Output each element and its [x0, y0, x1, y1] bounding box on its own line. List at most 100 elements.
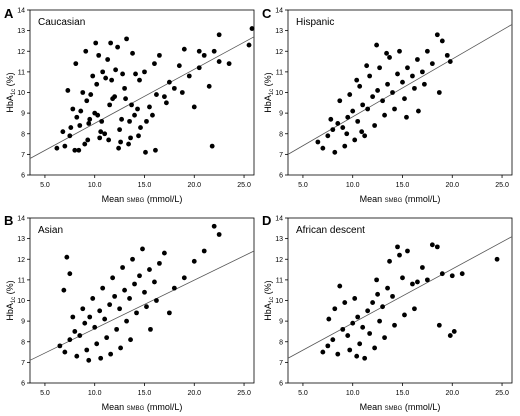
- y-axis-title: HbA1c (%): [263, 280, 275, 320]
- data-point: [154, 92, 159, 97]
- data-point: [434, 32, 440, 38]
- data-point: [365, 308, 371, 314]
- data-point: [402, 312, 407, 318]
- data-point: [416, 108, 421, 114]
- data-point: [115, 44, 121, 50]
- x-tick-label: 5.0: [40, 390, 50, 397]
- data-point: [144, 304, 149, 310]
- regression-line: [29, 250, 255, 361]
- data-point: [326, 316, 332, 322]
- panel-letter: B: [4, 213, 13, 228]
- data-point: [117, 127, 122, 133]
- y-tick-label: 13: [275, 28, 283, 35]
- data-point: [70, 314, 76, 320]
- x-tick-label: 5.0: [40, 182, 50, 189]
- y-tick-label: 7: [21, 360, 25, 367]
- x-axis-title: Mean SMBG (mmol/L): [360, 402, 441, 412]
- data-point: [171, 285, 177, 291]
- y-tick-label: 6: [279, 381, 283, 388]
- data-point: [143, 149, 148, 155]
- data-point: [362, 355, 368, 361]
- data-point: [130, 256, 135, 262]
- data-point: [211, 223, 217, 229]
- data-point: [439, 38, 445, 44]
- data-point: [150, 112, 155, 118]
- data-point: [355, 118, 361, 124]
- x-tick-label: 20.0: [445, 182, 459, 189]
- data-point: [83, 48, 89, 54]
- plot-frame: [287, 217, 513, 384]
- data-point: [347, 347, 353, 353]
- data-point: [138, 125, 143, 130]
- data-point: [87, 116, 93, 122]
- x-axis-title: Mean SMBG (mmol/L): [102, 194, 183, 204]
- data-point: [60, 129, 66, 135]
- data-point: [97, 135, 103, 141]
- data-point: [328, 116, 334, 122]
- data-point: [82, 320, 88, 326]
- data-point: [382, 335, 387, 341]
- chart-panel-a: A Caucasian 5.0 10.0 15.0 20.0 25.0 6 7 8 9 10 11 12 1…: [4, 6, 255, 204]
- y-axis-title: HbA1c (%): [5, 72, 17, 112]
- data-point: [320, 349, 326, 355]
- data-point: [330, 127, 336, 133]
- data-point: [429, 61, 435, 67]
- data-point: [133, 71, 138, 77]
- x-tick-label: 25.0: [495, 182, 509, 189]
- data-point: [68, 125, 74, 130]
- data-point: [325, 133, 331, 139]
- data-point: [360, 102, 366, 108]
- group-title: Hispanic: [296, 17, 334, 28]
- y-tick-label: 6: [21, 381, 25, 388]
- data-point: [337, 98, 343, 104]
- data-point: [374, 42, 380, 48]
- y-tick-label: 11: [18, 69, 25, 76]
- y-tick-label: 14: [275, 8, 283, 15]
- data-point: [449, 273, 455, 279]
- data-point: [347, 92, 353, 97]
- data-point: [362, 133, 368, 139]
- data-point: [84, 347, 90, 353]
- y-tick-label: 11: [18, 277, 25, 284]
- y-tick-label: 9: [279, 111, 283, 118]
- y-tick-label: 14: [17, 8, 25, 15]
- data-point: [88, 92, 94, 97]
- data-point: [62, 143, 68, 149]
- data-point: [335, 351, 341, 357]
- data-point: [415, 57, 420, 62]
- data-point: [94, 341, 100, 347]
- data-point: [114, 326, 120, 332]
- data-point: [387, 258, 392, 264]
- y-tick-label: 10: [17, 298, 25, 305]
- data-point: [100, 69, 106, 75]
- data-point: [87, 314, 93, 320]
- y-tick-label: 8: [279, 339, 283, 346]
- data-point: [77, 333, 83, 338]
- data-point: [400, 275, 405, 281]
- x-axis-title: Mean SMBG (mmol/L): [360, 194, 441, 204]
- data-point: [120, 71, 125, 77]
- data-point: [345, 333, 351, 338]
- data-point: [102, 316, 108, 322]
- y-tick-label: 8: [21, 131, 25, 138]
- data-point: [171, 85, 177, 91]
- data-point: [54, 145, 60, 151]
- data-point: [447, 333, 453, 338]
- data-point: [370, 300, 376, 305]
- y-axis-title: HbA1c (%): [263, 72, 275, 112]
- chart-panel-b: B Asian 5.0 10.0 15.0 20.0 25.0 6 7 8 9 10 11 12 13 14 M…: [4, 213, 255, 412]
- data-point: [67, 133, 73, 139]
- data-point: [64, 254, 70, 260]
- data-point: [166, 310, 172, 316]
- panel-letter: D: [262, 213, 271, 228]
- data-point: [360, 324, 366, 330]
- data-point: [152, 61, 157, 67]
- data-point: [105, 57, 111, 62]
- data-point: [127, 118, 132, 124]
- data-point: [451, 329, 457, 334]
- x-tick-label: 5.0: [298, 182, 308, 189]
- x-tick-label: 10.0: [346, 182, 360, 189]
- data-point: [387, 55, 392, 60]
- data-point: [226, 61, 232, 67]
- data-point: [201, 248, 207, 254]
